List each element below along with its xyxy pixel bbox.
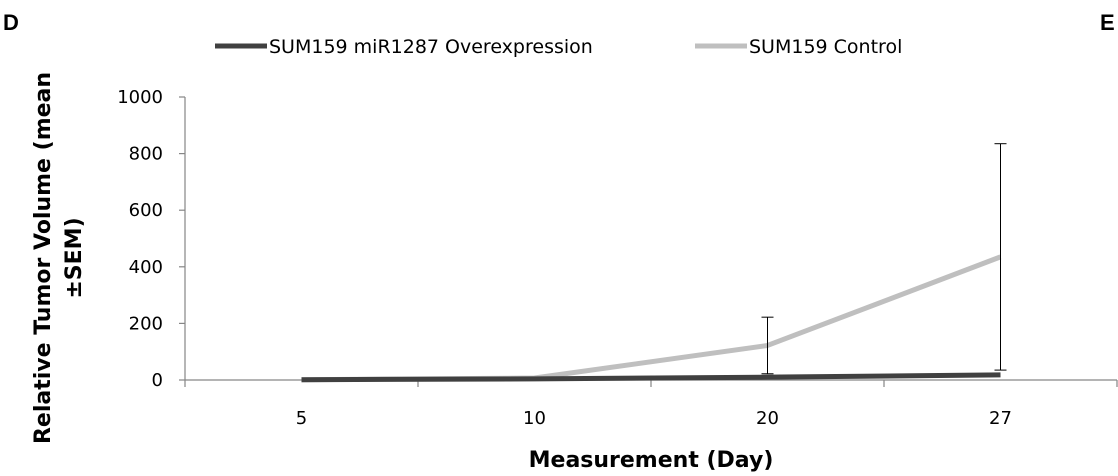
y-tick-label: 400 (129, 257, 163, 278)
series-line-1 (301, 254, 1002, 383)
x-tick-label: 20 (756, 408, 779, 429)
y-tick-label: 0 (152, 370, 163, 391)
x-axis-title: Measurement (Day) (529, 448, 774, 473)
x-axis: 5 10 20 27 (184, 380, 1118, 429)
y-tick-label: 1000 (117, 87, 163, 108)
series-layer (301, 254, 1002, 383)
legend-label-1: SUM159 Control (749, 36, 902, 58)
x-tick-label: 5 (296, 408, 307, 429)
x-tick-label: 10 (523, 408, 546, 429)
series-line-0 (301, 372, 1001, 383)
y-axis-title-line1: Relative Tumor Volume (mean (31, 72, 56, 444)
panel-label-d: D (3, 10, 19, 35)
y-axis: 0 200 400 600 800 1000 (117, 87, 185, 391)
y-tick-label: 800 (129, 144, 163, 165)
legend-label-0: SUM159 miR1287 Overexpression (269, 36, 593, 58)
error-bars (761, 143, 1007, 375)
y-tick-label: 600 (129, 200, 163, 221)
legend: SUM159 miR1287 Overexpression SUM159 Cont… (215, 36, 902, 58)
y-tick-label: 200 (129, 313, 163, 334)
x-tick-label: 27 (989, 408, 1012, 429)
panel-label-e: E (1100, 10, 1115, 35)
y-axis-title-line2: ±SEM) (62, 217, 87, 298)
